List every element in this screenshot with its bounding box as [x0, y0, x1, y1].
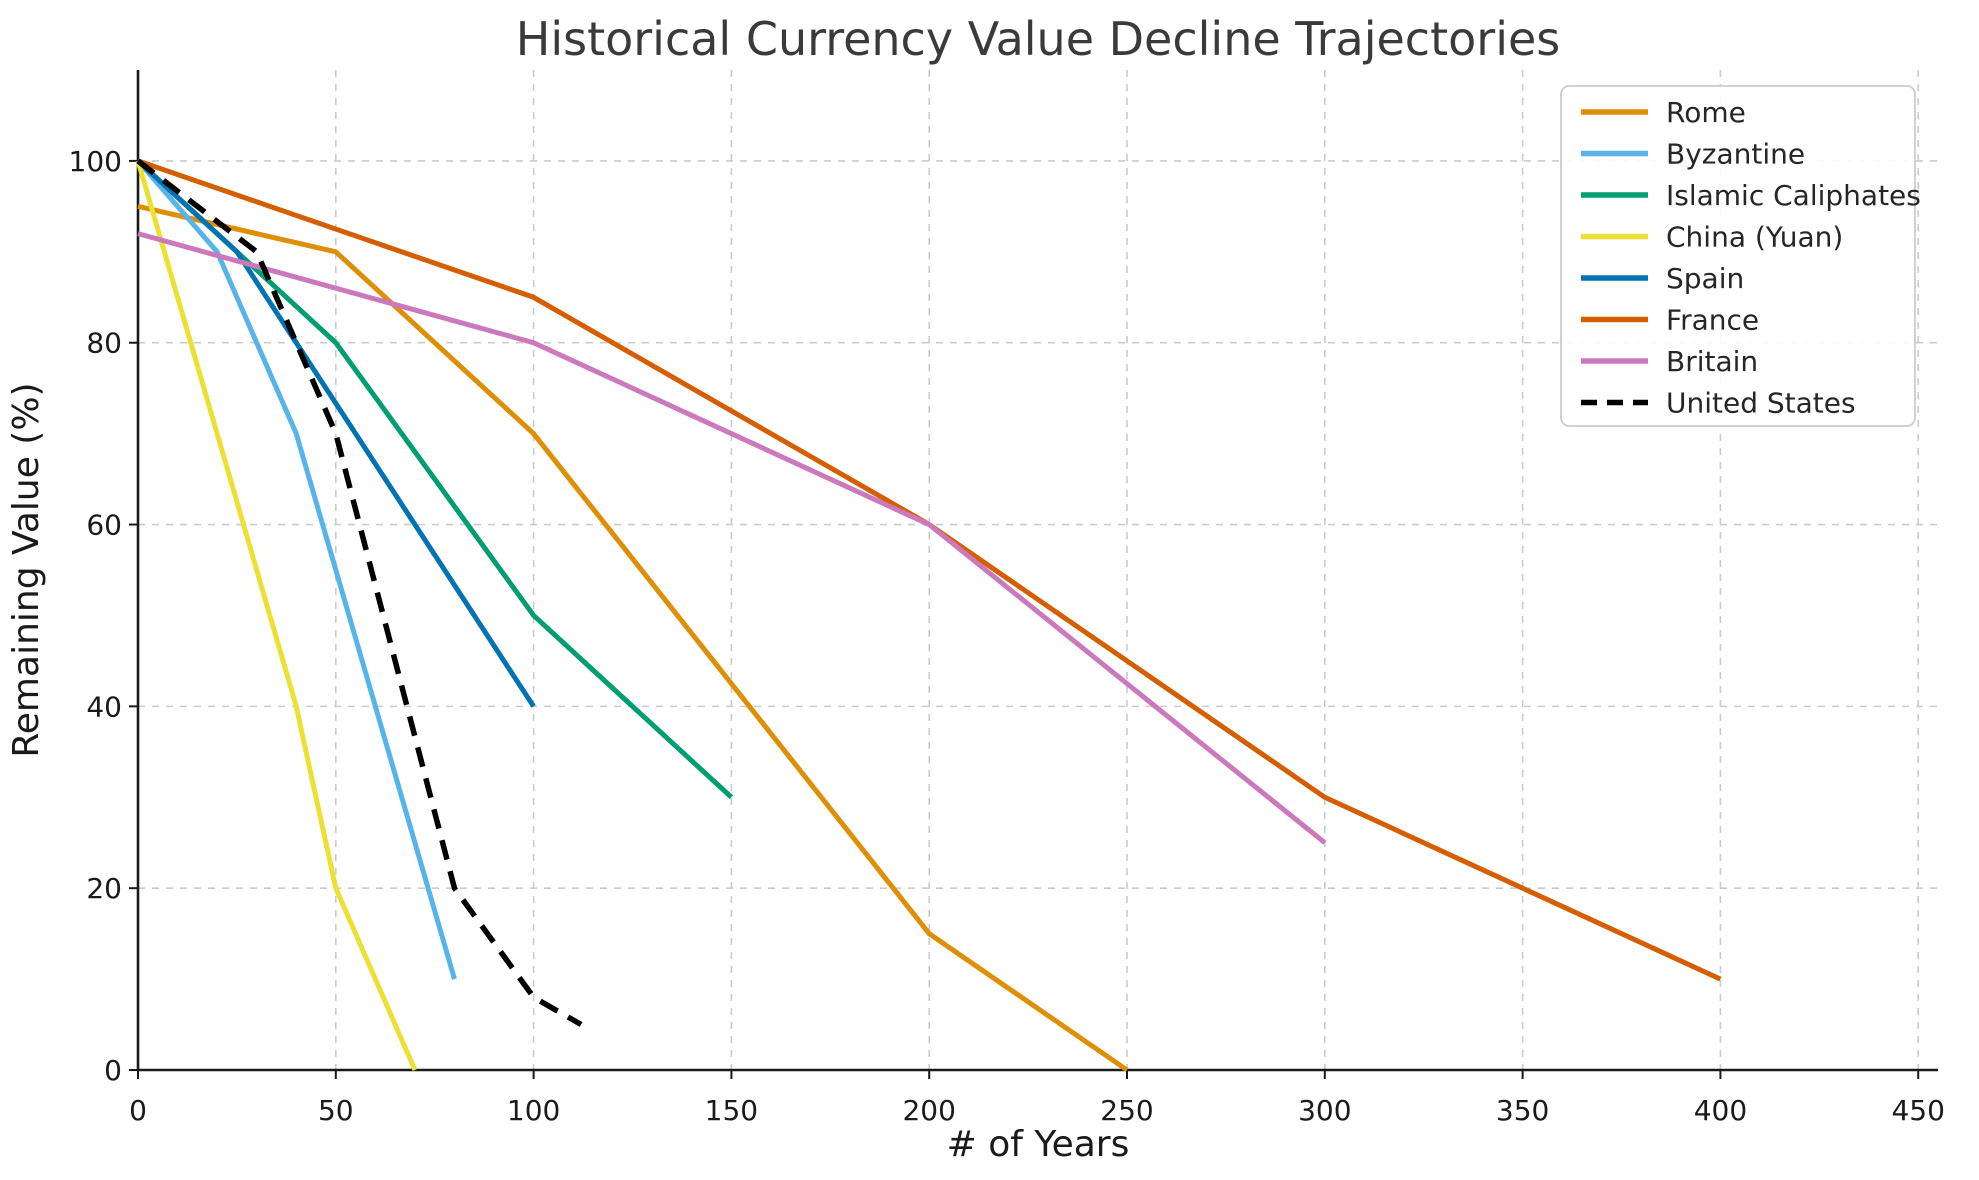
- legend-item-britain: Britain: [1581, 345, 1758, 378]
- x-tick-label-200: 200: [902, 1094, 955, 1127]
- x-tick-label-50: 50: [318, 1094, 354, 1127]
- legend-item-china-yuan: China (Yuan): [1581, 221, 1843, 254]
- series-line-byzantine: [136, 159, 457, 980]
- y-tick-label-40: 40: [86, 690, 122, 723]
- legend-label-rome: Rome: [1666, 96, 1746, 129]
- legend-label-france: France: [1666, 304, 1759, 337]
- x-axis-label: # of Years: [947, 1124, 1130, 1165]
- y-tick-label-20: 20: [86, 872, 122, 905]
- x-tick-label-350: 350: [1496, 1094, 1549, 1127]
- x-tick-label-400: 400: [1694, 1094, 1747, 1127]
- legend-item-france: France: [1581, 304, 1759, 337]
- legend-item-united-states: United States: [1581, 387, 1856, 420]
- series-line-united-states: [136, 158, 583, 1027]
- chart-title: Historical Currency Value Decline Trajec…: [516, 12, 1561, 66]
- x-tick-label-100: 100: [507, 1094, 560, 1127]
- legend-item-byzantine: Byzantine: [1581, 138, 1805, 171]
- legend-label-spain: Spain: [1666, 262, 1744, 295]
- series-line-china-yuan: [135, 160, 418, 1071]
- legend-item-islamic-caliphates: Islamic Caliphates: [1581, 179, 1921, 212]
- series-line-rome: [137, 203, 1129, 1073]
- legend-label-china-yuan: China (Yuan): [1666, 221, 1843, 254]
- x-tick-label-150: 150: [705, 1094, 758, 1127]
- legend-item-rome: Rome: [1581, 96, 1746, 129]
- y-tick-label-60: 60: [86, 509, 122, 542]
- axes: [129, 70, 1938, 1079]
- legend-label-united-states: United States: [1666, 387, 1856, 420]
- legend-label-britain: Britain: [1666, 345, 1758, 378]
- series-line-spain: [136, 159, 536, 708]
- legend-label-byzantine: Byzantine: [1666, 138, 1805, 171]
- y-axis-label: Remaining Value (%): [6, 382, 47, 757]
- y-tick-label-0: 0: [104, 1054, 122, 1087]
- x-tick-label-0: 0: [129, 1094, 147, 1127]
- x-tick-label-300: 300: [1298, 1094, 1351, 1127]
- legend-frame: [1560, 85, 1916, 427]
- legend-label-islamic-caliphates: Islamic Caliphates: [1666, 179, 1921, 212]
- series-line-britain: [137, 231, 1327, 845]
- y-tick-label-100: 100: [69, 145, 122, 178]
- x-tick-label-250: 250: [1100, 1094, 1153, 1127]
- tick-labels: 0 50 100 150 200 250 300 350 400 450 0 20 40 60 80 100: [69, 145, 1945, 1127]
- series-lines: [135, 158, 1722, 1073]
- y-tick-label-80: 80: [86, 327, 122, 360]
- legend: Rome Byzantine Islamic Caliphates China (Yu…: [1560, 85, 1921, 427]
- legend-item-spain: Spain: [1581, 262, 1744, 295]
- x-tick-label-450: 450: [1891, 1094, 1944, 1127]
